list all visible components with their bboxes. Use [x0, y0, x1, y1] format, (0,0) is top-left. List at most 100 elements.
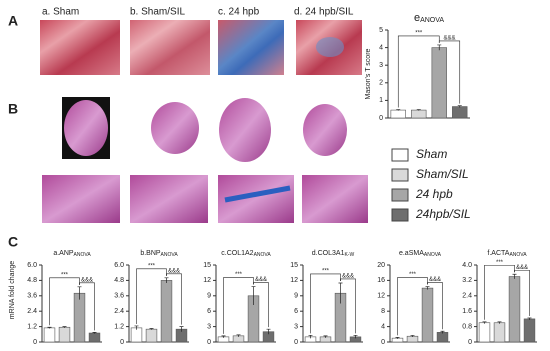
significance-label: *** — [409, 272, 417, 278]
error-bar — [410, 335, 415, 337]
significance-bracket — [427, 282, 443, 330]
chart-title: d.COL3A1K-W — [312, 250, 355, 258]
legend-label: 24hpb/SIL — [415, 207, 471, 221]
bar — [160, 280, 173, 343]
title-main: e — [414, 12, 420, 24]
y-tick-label: 2.4 — [114, 308, 124, 315]
significance-label: &&& — [516, 265, 528, 271]
bar — [478, 322, 491, 343]
error-bar — [440, 330, 445, 334]
title-main: e.aSMA — [399, 250, 424, 257]
y-tick-label: 4 — [379, 44, 383, 51]
significance-bracket — [514, 269, 530, 316]
significance-label: &&& — [168, 268, 180, 274]
error-bar — [527, 317, 532, 320]
title-sub: K-W — [344, 252, 354, 258]
bar — [431, 47, 447, 119]
y-tick-label: 3 — [379, 62, 383, 69]
y-tick-label: 4.8 — [27, 277, 37, 284]
error-bar — [266, 328, 271, 335]
y-tick-label: 12 — [203, 277, 211, 284]
error-bar — [512, 273, 517, 279]
chart-title: b.BNPANOVA — [140, 250, 178, 258]
error-bar — [149, 328, 154, 330]
y-tick-label: 0 — [120, 339, 124, 346]
error-bar — [164, 277, 169, 283]
image-label: d. 24 hpb/SIL — [294, 7, 354, 18]
bar — [88, 332, 101, 343]
significance-bracket — [223, 277, 254, 334]
significance-label: *** — [148, 263, 156, 269]
title-main: f.ACTA — [487, 250, 509, 257]
bar — [493, 322, 506, 343]
y-tick-label: 6 — [294, 308, 298, 315]
bar — [130, 327, 143, 343]
y-tick-label: 15 — [290, 262, 298, 269]
error-bar — [457, 105, 462, 108]
title-sub: ANOVA — [161, 252, 179, 258]
significance-label: &&& — [255, 277, 267, 283]
y-tick-label: 1 — [379, 97, 383, 104]
bar — [73, 292, 86, 343]
y-tick-label: 1.2 — [27, 323, 37, 330]
y-tick-label: 1.2 — [114, 323, 124, 330]
y-tick-label: 3 — [294, 323, 298, 330]
error-bar — [482, 321, 487, 324]
panel-label: B — [8, 101, 18, 117]
y-tick-label: 2.4 — [462, 293, 472, 300]
y-tick-label: 0 — [33, 339, 37, 346]
y-tick-label: 12 — [290, 277, 298, 284]
significance-bracket — [397, 35, 440, 108]
significance-label: *** — [235, 272, 243, 278]
y-tick-label: 2 — [379, 80, 383, 87]
y-tick-label: 16 — [377, 277, 385, 284]
error-bar — [353, 334, 358, 339]
legend-swatch — [391, 168, 409, 182]
chart-title: a.ANPANOVA — [53, 250, 91, 258]
title-sub: ANOVA — [420, 17, 444, 24]
legend-swatch — [391, 208, 409, 222]
y-tick-label: 0 — [381, 339, 385, 346]
significance-label: *** — [61, 272, 69, 278]
panel-label: C — [8, 234, 18, 250]
image-label: a. Sham — [42, 7, 79, 18]
chart-title: eANOVA — [414, 12, 444, 24]
chart-title: e.aSMAANOVA — [399, 250, 442, 258]
y-tick-label: 0.8 — [462, 323, 472, 330]
significance-bracket — [484, 264, 515, 320]
chart-title: f.ACTAANOVA — [487, 250, 527, 258]
significance-bracket — [166, 273, 182, 325]
y-tick-label: 0 — [207, 339, 211, 346]
significance-bracket — [253, 282, 269, 328]
error-bar — [323, 335, 328, 338]
bar — [406, 335, 419, 343]
title-sub: ANOVA — [74, 252, 92, 258]
error-bar — [236, 334, 241, 337]
significance-bracket — [79, 282, 95, 331]
significance-bracket — [438, 40, 461, 104]
bar — [508, 276, 521, 343]
error-bar — [62, 326, 67, 328]
y-tick-label: 4 — [381, 323, 385, 330]
y-tick-label: 8 — [381, 308, 385, 315]
y-tick-label: 12 — [377, 293, 385, 300]
legend-label: Sham/SIL — [416, 167, 469, 181]
significance-bracket — [397, 277, 428, 336]
error-bar — [179, 326, 184, 332]
title-main: c.COL1A2 — [221, 250, 253, 257]
significance-label: *** — [415, 31, 423, 37]
bar — [43, 327, 56, 343]
y-tick-label: 4.8 — [114, 277, 124, 284]
y-axis-label: mRNA fold change — [9, 261, 16, 319]
legend-swatch — [391, 188, 409, 202]
error-bar — [47, 326, 52, 329]
title-sub: ANOVA — [254, 252, 272, 258]
error-bar — [251, 286, 256, 306]
y-tick-label: 6 — [207, 308, 211, 315]
significance-bracket — [340, 278, 356, 334]
y-tick-label: 3.2 — [462, 277, 472, 284]
significance-bracket — [310, 273, 341, 334]
legend-label: Sham — [416, 147, 447, 161]
significance-label: *** — [322, 269, 330, 275]
